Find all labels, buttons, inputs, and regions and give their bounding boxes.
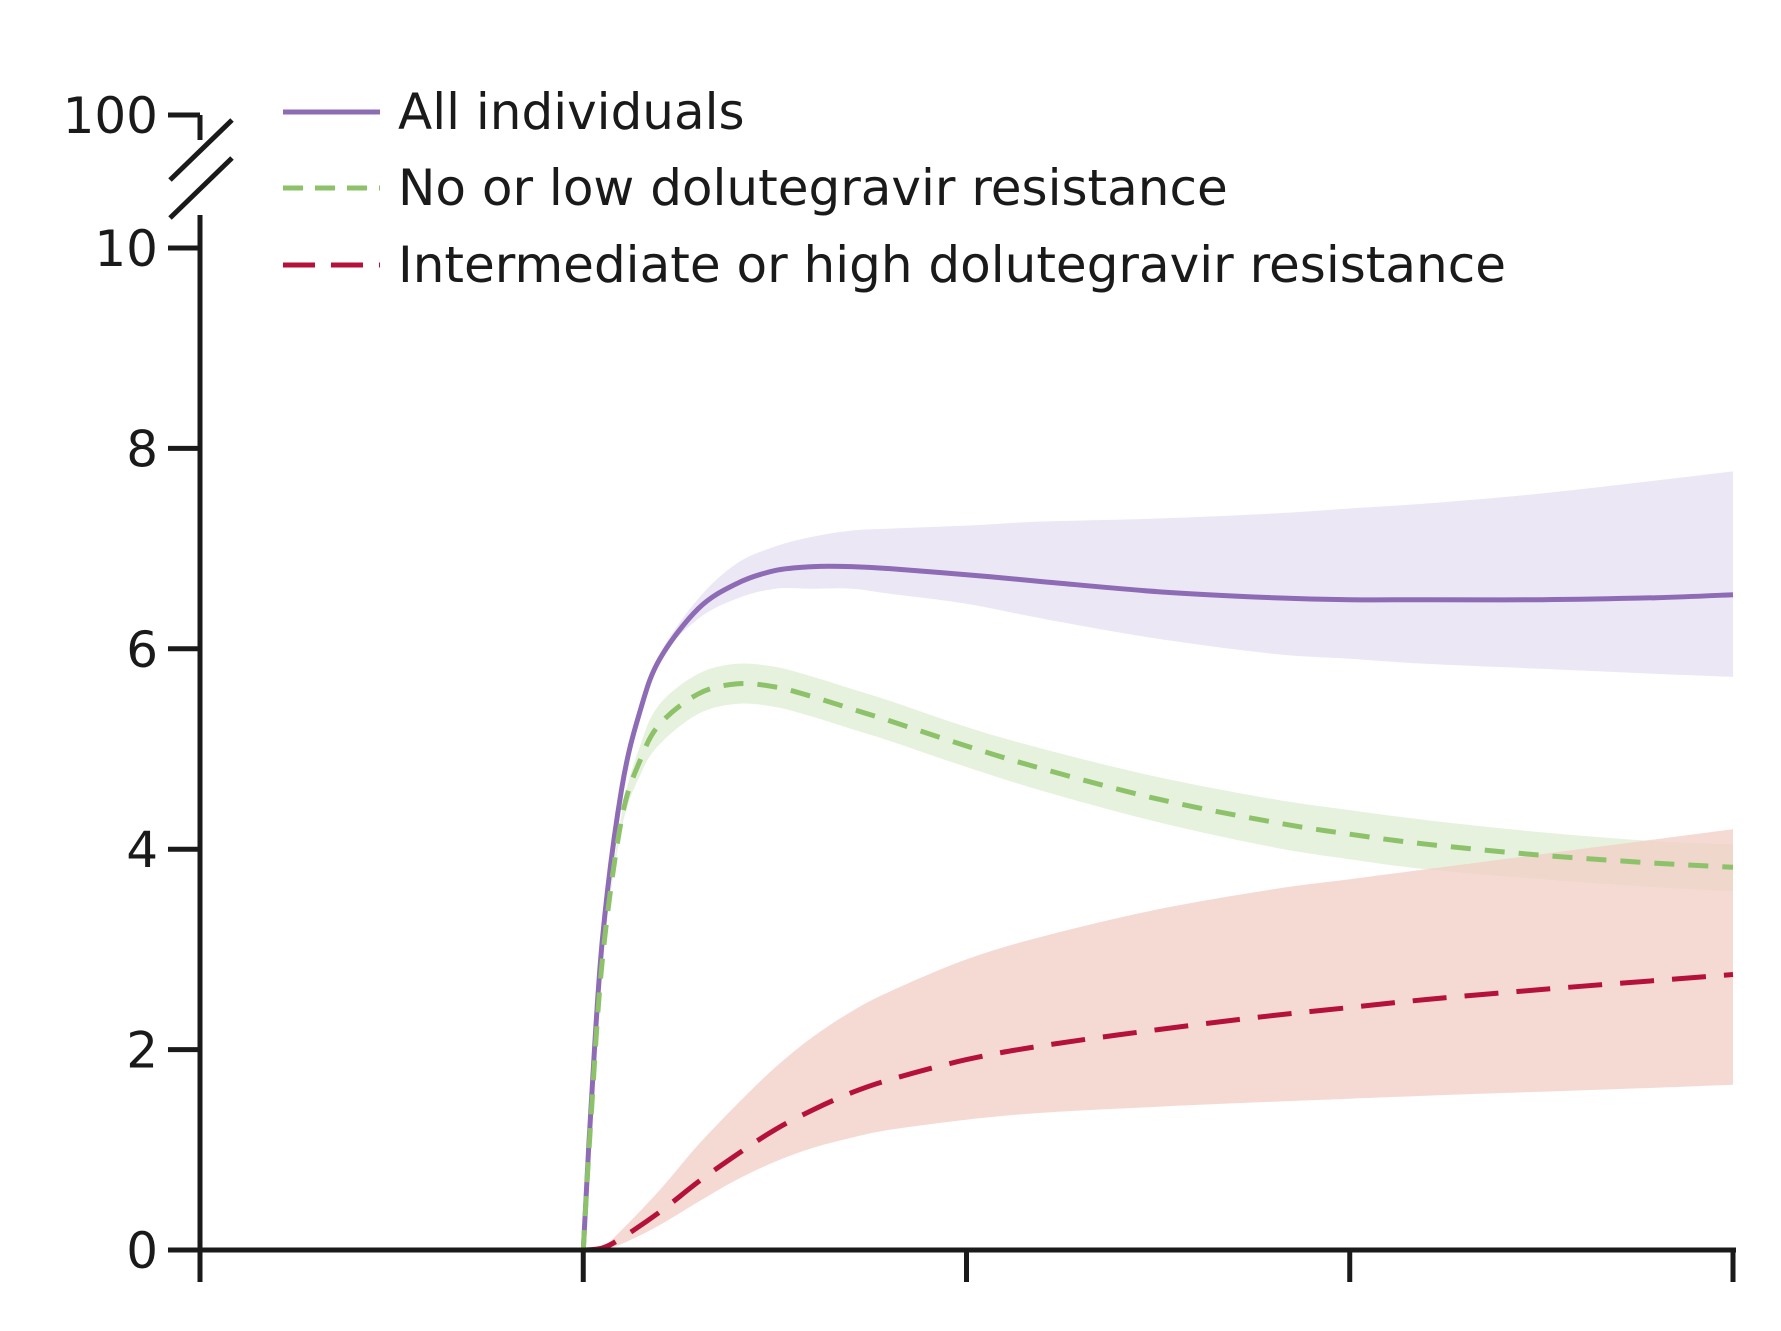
confidence-bands xyxy=(583,471,1733,1250)
series-lines xyxy=(580,563,1734,1253)
legend: All individuals No or low dolutegravir re… xyxy=(283,83,1506,294)
line-all-individuals xyxy=(580,563,1734,1251)
y-tick-label: 10 xyxy=(94,220,158,278)
y-tick-label: 0 xyxy=(126,1222,158,1280)
band-no-or-low-dolutegravir-resistance xyxy=(583,663,1733,1250)
y-tick-label: 2 xyxy=(126,1022,158,1080)
legend-label-no-or-low-dolutegravir-resistance: No or low dolutegravir resistance xyxy=(398,159,1228,217)
band-intermediate-or-high-dolutegravir-resistance xyxy=(583,829,1733,1250)
band-all-individuals xyxy=(583,471,1733,1250)
line-no-or-low-dolutegravir-resistance xyxy=(580,681,1734,1251)
y-axis-break-mark xyxy=(168,156,234,220)
axes: 0 2 4 6 8 10 100 xyxy=(63,87,1736,1282)
y-tick-label: 4 xyxy=(126,821,158,879)
y-tick-label: 6 xyxy=(126,621,158,679)
y-axis-break-mark xyxy=(168,118,234,182)
y-tick-label: 100 xyxy=(63,87,158,145)
legend-label-intermediate-or-high-dolutegravir-resistance: Intermediate or high dolutegravir resist… xyxy=(398,236,1506,294)
line-intermediate-or-high-dolutegravir-resistance xyxy=(583,972,1734,1253)
legend-label-all-individuals: All individuals xyxy=(398,83,745,141)
y-tick-label: 8 xyxy=(126,420,158,478)
